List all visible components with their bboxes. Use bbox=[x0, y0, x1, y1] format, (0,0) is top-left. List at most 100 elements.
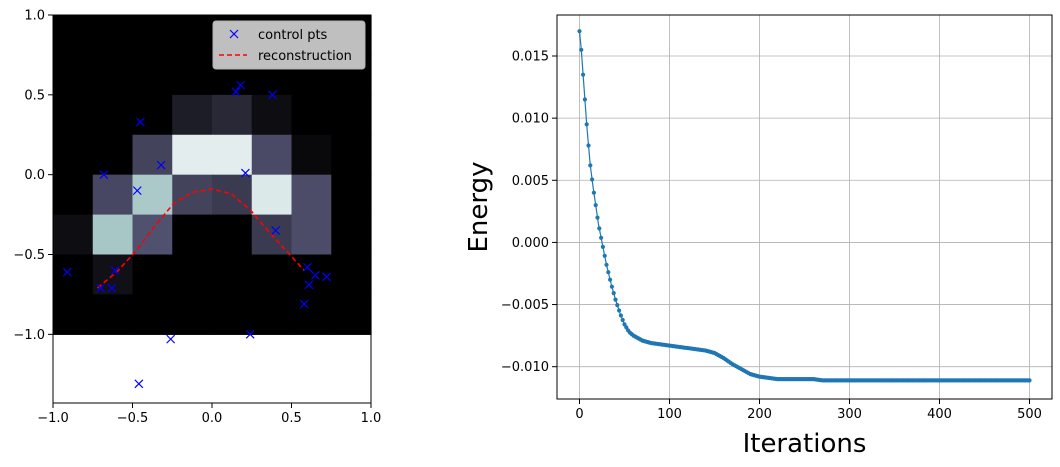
legend-label-control-pts: control pts bbox=[258, 28, 328, 43]
legend-marker-x bbox=[229, 29, 239, 39]
heatmap-cell bbox=[132, 94, 173, 136]
control-point bbox=[107, 283, 117, 293]
heatmap-cell bbox=[92, 15, 134, 56]
heatmap-cell bbox=[172, 174, 213, 216]
heatmap-cell bbox=[291, 254, 332, 296]
x-tick-label: −0.5 bbox=[117, 411, 149, 426]
y-tick-label: −0.5 bbox=[13, 248, 45, 263]
heatmap-cell bbox=[132, 174, 173, 216]
reconstruction-curve bbox=[96, 188, 305, 289]
heatmap-cell bbox=[172, 54, 213, 96]
x-tick-label: 0.0 bbox=[202, 411, 223, 426]
control-point-stroke bbox=[107, 283, 117, 293]
control-point-stroke bbox=[110, 266, 120, 275]
heatmap-cell bbox=[172, 134, 213, 176]
control-point-stroke bbox=[271, 226, 281, 235]
heatmap-cell bbox=[291, 214, 332, 256]
energy-point bbox=[582, 97, 588, 102]
control-point bbox=[96, 283, 106, 293]
control-point bbox=[267, 90, 277, 100]
heatmap-cell bbox=[331, 174, 372, 216]
y-tick-label: 0.015 bbox=[512, 50, 549, 65]
heatmap-cell bbox=[172, 294, 213, 335]
energy-point bbox=[593, 203, 598, 208]
energy-point bbox=[615, 303, 620, 308]
energy-point bbox=[604, 262, 609, 267]
heatmap-cell bbox=[53, 254, 94, 296]
energy-point bbox=[588, 163, 593, 168]
control-point-stroke bbox=[302, 262, 312, 272]
heatmap-cell bbox=[331, 94, 372, 136]
control-point bbox=[240, 168, 250, 178]
control-points bbox=[62, 80, 331, 389]
heatmap-cell bbox=[331, 134, 372, 176]
heatmap-cell bbox=[92, 294, 134, 335]
heatmap-cell bbox=[331, 254, 372, 296]
energy-point bbox=[597, 226, 602, 231]
x-tick-label: 500 bbox=[1017, 407, 1042, 422]
control-point bbox=[62, 267, 72, 277]
control-point-stroke bbox=[267, 90, 277, 100]
energy-point bbox=[584, 122, 589, 127]
heatmap-cell bbox=[212, 294, 253, 335]
energy-point bbox=[606, 270, 611, 275]
control-point-stroke bbox=[304, 280, 314, 290]
heatmap-cell bbox=[172, 15, 213, 56]
heatmap-cell bbox=[251, 174, 293, 216]
control-point bbox=[132, 186, 142, 196]
heatmap-cell bbox=[92, 94, 134, 136]
x-tick-label: 400 bbox=[927, 407, 952, 422]
right-plot-frame bbox=[556, 14, 1053, 400]
control-point bbox=[245, 329, 255, 339]
energy-series bbox=[577, 29, 1032, 383]
x-tick-label: 1.0 bbox=[361, 411, 382, 426]
heatmap-cell bbox=[53, 94, 94, 136]
legend-label-reconstruction: reconstruction bbox=[258, 49, 352, 64]
control-point-stroke bbox=[134, 379, 144, 389]
heatmap-cell bbox=[251, 294, 293, 335]
control-point-stroke bbox=[132, 186, 142, 196]
heatmap-cell bbox=[53, 294, 94, 335]
x-tick-label: 100 bbox=[657, 407, 682, 422]
heatmap-cell bbox=[291, 294, 332, 335]
x-tick-label: 0.5 bbox=[281, 411, 302, 426]
energy-point bbox=[608, 277, 613, 282]
control-point-stroke bbox=[136, 117, 145, 127]
energy-point bbox=[590, 177, 595, 182]
reconstruction-line bbox=[96, 188, 305, 289]
heatmap-cell bbox=[53, 15, 94, 56]
left-x-axis: −1.0 −0.5 0.0 0.5 1.0 bbox=[37, 403, 381, 426]
energy-point bbox=[609, 284, 615, 289]
control-point-stroke bbox=[310, 270, 320, 280]
heatmap-cell bbox=[291, 134, 332, 176]
heatmap-cell bbox=[251, 254, 293, 296]
control-point bbox=[99, 170, 109, 180]
heatmap-cell bbox=[331, 214, 372, 256]
heatmap-cell bbox=[132, 54, 173, 96]
x-tick-label: 200 bbox=[747, 407, 772, 422]
control-point-stroke bbox=[299, 299, 309, 309]
control-point bbox=[110, 266, 120, 275]
energy-point bbox=[577, 29, 582, 34]
heatmap-cell bbox=[53, 174, 94, 216]
left-chart: −1.0 −0.5 0.0 0.5 1.0 −1.0 −0.5 0.0 0.5 1.0 cont… bbox=[13, 9, 381, 427]
energy-point bbox=[1027, 378, 1032, 383]
control-point bbox=[271, 226, 281, 235]
x-tick-label: −1.0 bbox=[37, 411, 69, 426]
heatmap-cell bbox=[132, 294, 173, 335]
control-point bbox=[322, 272, 331, 282]
control-point-stroke bbox=[96, 283, 106, 293]
y-tick-label: 0.000 bbox=[512, 236, 549, 251]
energy-point bbox=[617, 308, 622, 313]
heatmap-cell bbox=[212, 254, 253, 296]
energy-point bbox=[620, 317, 625, 323]
control-point-stroke bbox=[99, 170, 109, 180]
heatmap-cell bbox=[92, 54, 134, 96]
right-y-axis: −0.010 −0.005 0.000 0.005 0.010 0.015 bbox=[501, 50, 557, 375]
control-point-stroke bbox=[231, 87, 241, 97]
heatmap-cell bbox=[53, 54, 94, 96]
heatmap-cell bbox=[132, 254, 173, 296]
y-tick-label: 0.0 bbox=[24, 168, 45, 183]
control-point bbox=[302, 262, 312, 272]
control-point-stroke bbox=[236, 80, 246, 90]
